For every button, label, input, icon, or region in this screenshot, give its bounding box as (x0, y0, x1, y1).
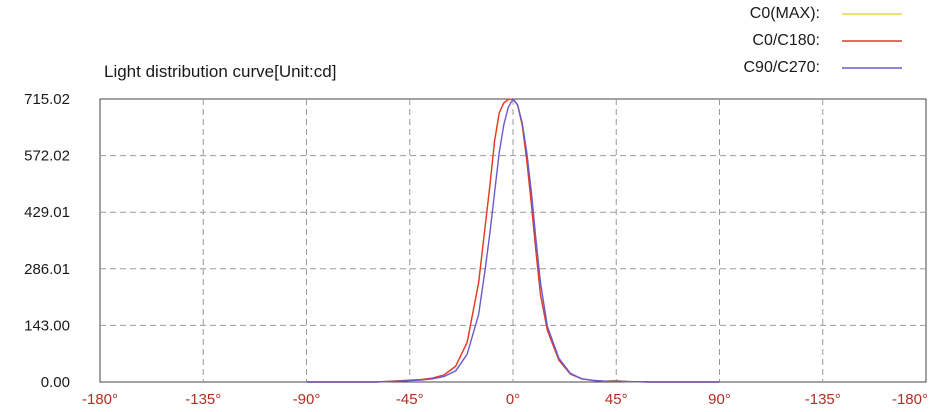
x-tick-label: -135° (185, 391, 221, 408)
x-tick-label: 0° (506, 391, 520, 408)
y-tick-label: 572.02 (24, 148, 70, 165)
y-tick-label: 286.01 (24, 261, 70, 278)
grid (100, 99, 926, 382)
y-tick-label: 715.02 (24, 91, 70, 108)
legend-label: C90/C270: (744, 59, 821, 76)
x-axis-ticks: -180° -135° -90° -45° 0° 45° 90° -135° -180° (82, 391, 928, 408)
x-tick-label: -45° (396, 391, 424, 408)
chart-title: Light distribution curve[Unit:cd] (104, 62, 336, 81)
y-axis-ticks: 0.00 143.00 286.01 429.01 572.02 715.02 (24, 91, 70, 391)
y-tick-label: 143.00 (24, 317, 70, 334)
x-tick-label: 45° (605, 391, 628, 408)
series-line-2 (306, 98, 720, 383)
series-lines (306, 98, 720, 383)
x-tick-label: -135° (805, 391, 841, 408)
x-tick-label: -90° (293, 391, 321, 408)
y-tick-label: 429.01 (24, 204, 70, 221)
legend-label: C0(MAX): (750, 5, 820, 22)
x-tick-label: 90° (708, 391, 731, 408)
x-tick-label: -180° (82, 391, 118, 408)
y-tick-label: 0.00 (41, 374, 70, 391)
legend-label: C0/C180: (752, 32, 820, 49)
x-tick-label: -180° (892, 391, 928, 408)
legend: C0(MAX): C0/C180: C90/C270: (744, 5, 902, 76)
